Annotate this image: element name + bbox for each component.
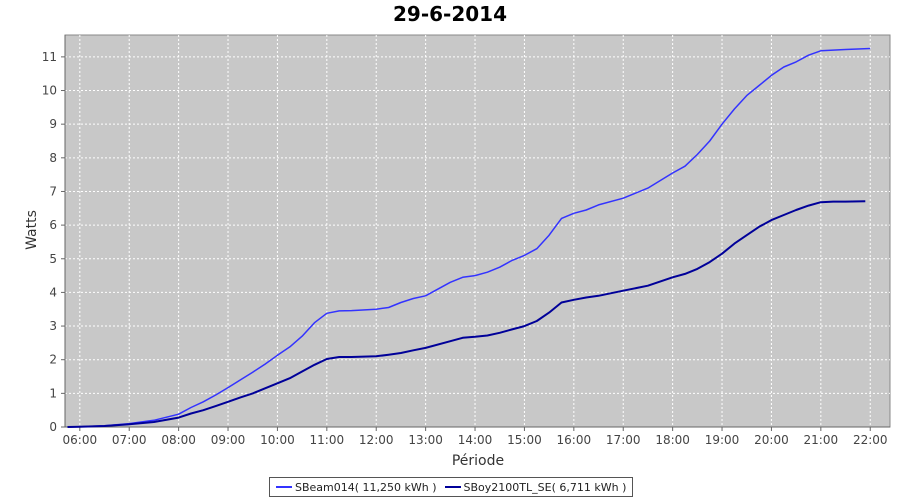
legend-item: SBeam014( 11,250 kWh ) — [276, 481, 437, 494]
x-axis-label: Période — [452, 453, 504, 469]
y-tick-label: 6 — [49, 218, 57, 232]
series-line — [67, 200, 866, 428]
x-tick-label: 18:00 — [655, 433, 690, 447]
x-tick-label: 07:00 — [112, 433, 147, 447]
x-tick-label: 17:00 — [606, 433, 641, 447]
y-tick-label: 10 — [42, 84, 57, 98]
y-tick-label: 1 — [49, 386, 57, 400]
x-tick-label: 21:00 — [804, 433, 839, 447]
y-tick-label: 11 — [42, 50, 57, 64]
x-tick-label: 14:00 — [458, 433, 493, 447]
y-tick-label: 9 — [49, 117, 57, 131]
legend: SBeam014( 11,250 kWh ) SBoy2100TL_SE( 6,… — [269, 477, 634, 497]
legend-label: SBoy2100TL_SE( 6,711 kWh ) — [463, 480, 627, 494]
x-tick-label: 16:00 — [557, 433, 592, 447]
y-tick-label: 7 — [49, 184, 57, 198]
x-tick-label: 22:00 — [853, 433, 888, 447]
y-tick-label: 4 — [49, 285, 57, 299]
legend-label: SBeam014( 11,250 kWh ) — [295, 480, 437, 494]
y-tick-label: 8 — [49, 151, 57, 165]
y-tick-label: 0 — [49, 420, 57, 434]
chart-title: 29-6-2014 — [392, 2, 507, 26]
x-tick-label: 09:00 — [211, 433, 246, 447]
plot-area — [64, 34, 891, 428]
y-tick-label: 2 — [49, 353, 57, 367]
x-tick-label: 19:00 — [705, 433, 740, 447]
x-tick-label: 08:00 — [161, 433, 196, 447]
y-tick-label: 5 — [49, 252, 57, 266]
x-tick-label: 20:00 — [754, 433, 789, 447]
x-tick-label: 15:00 — [507, 433, 542, 447]
legend-item: SBoy2100TL_SE( 6,711 kWh ) — [444, 480, 627, 494]
x-tick-label: 11:00 — [310, 433, 345, 447]
x-tick-label: 06:00 — [63, 433, 98, 447]
x-tick-label: 13:00 — [408, 433, 443, 447]
x-tick-label: 10:00 — [260, 433, 295, 447]
legend-swatch — [444, 486, 461, 488]
y-axis-label: Watts — [24, 210, 40, 250]
y-tick-label: 3 — [49, 319, 57, 333]
x-tick-label: 12:00 — [359, 433, 394, 447]
legend-swatch — [276, 486, 292, 488]
series-line — [67, 47, 871, 428]
